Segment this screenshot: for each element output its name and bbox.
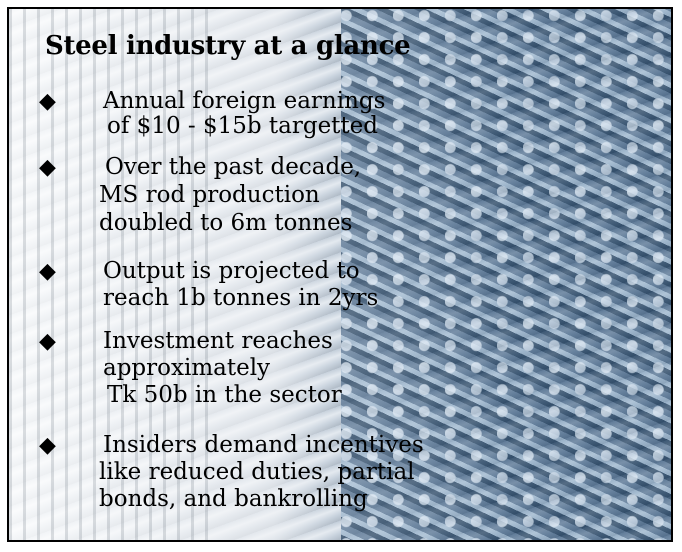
- item-line: Tk 50b in the sector: [107, 382, 342, 408]
- diamond-bullet-icon: ◆: [39, 155, 56, 180]
- item-line: Output is projected to: [103, 258, 360, 284]
- item-line: reach 1b tonnes in 2yrs: [103, 285, 379, 311]
- item-line: Insiders demand incentives: [103, 432, 424, 458]
- item-line: MS rod production: [99, 182, 320, 208]
- item-line: Investment reaches: [103, 328, 333, 354]
- item-line: doubled to 6m tonnes: [99, 210, 353, 236]
- item-line: of $10 - $15b targetted: [107, 113, 379, 139]
- diamond-bullet-icon: ◆: [39, 89, 56, 114]
- steel-rods-image: [341, 9, 671, 540]
- item-line: Annual foreign earnings: [103, 88, 386, 114]
- item-line: Over the past decade,: [105, 154, 362, 180]
- diamond-bullet-icon: ◆: [39, 329, 56, 354]
- item-line: like reduced duties, partial: [99, 459, 415, 485]
- title: Steel industry at a glance: [45, 31, 411, 61]
- diamond-bullet-icon: ◆: [39, 433, 56, 458]
- diamond-bullet-icon: ◆: [39, 259, 56, 284]
- background-texture: [9, 9, 209, 540]
- infographic-frame: Steel industry at a glance ◆ Annual fore…: [7, 7, 673, 542]
- item-line: bonds, and bankrolling: [99, 486, 368, 512]
- item-line: approximately: [103, 355, 271, 381]
